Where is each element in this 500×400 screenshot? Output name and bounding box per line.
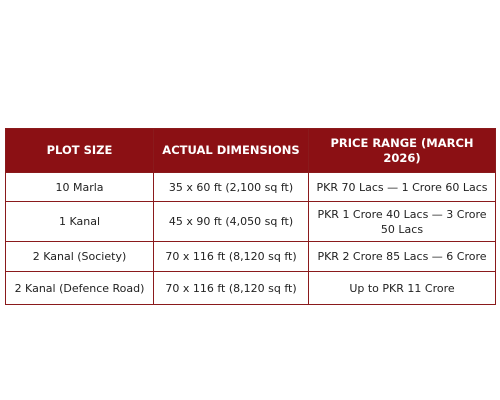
table-row: 2 Kanal (Society) 70 x 116 ft (8,120 sq f… [5,241,496,272]
table-cell: 2 Kanal (Defence Road) [5,271,154,305]
table-body: 10 Marla 35 x 60 ft (2,100 sq ft) PKR 70 L… [5,172,496,305]
table-cell: Up to PKR 11 Crore [308,271,496,305]
price-table: PLOT SIZE ACTUAL DIMENSIONS PRICE RANGE … [5,128,496,305]
table-cell: 35 x 60 ft (2,100 sq ft) [153,172,309,202]
table-cell: 45 x 90 ft (4,050 sq ft) [153,201,309,242]
table-cell: 2 Kanal (Society) [5,241,154,272]
table-cell: 10 Marla [5,172,154,202]
header-cell: PLOT SIZE [5,128,154,173]
table-row: 2 Kanal (Defence Road) 70 x 116 ft (8,120… [5,271,496,305]
table-cell: 1 Kanal [5,201,154,242]
header-cell: PRICE RANGE (MARCH 2026) [308,128,496,173]
table-cell: PKR 1 Crore 40 Lacs — 3 Crore 50 Lacs [308,201,496,242]
table-cell: PKR 70 Lacs — 1 Crore 60 Lacs [308,172,496,202]
table-cell: 70 x 116 ft (8,120 sq ft) [153,241,309,272]
table-cell: PKR 2 Crore 85 Lacs — 6 Crore [308,241,496,272]
table-row: 10 Marla 35 x 60 ft (2,100 sq ft) PKR 70 L… [5,172,496,202]
header-row: PLOT SIZE ACTUAL DIMENSIONS PRICE RANGE … [5,128,496,173]
header-cell: ACTUAL DIMENSIONS [153,128,309,173]
table-row: 1 Kanal 45 x 90 ft (4,050 sq ft) PKR 1 Cro… [5,201,496,242]
table-cell: 70 x 116 ft (8,120 sq ft) [153,271,309,305]
